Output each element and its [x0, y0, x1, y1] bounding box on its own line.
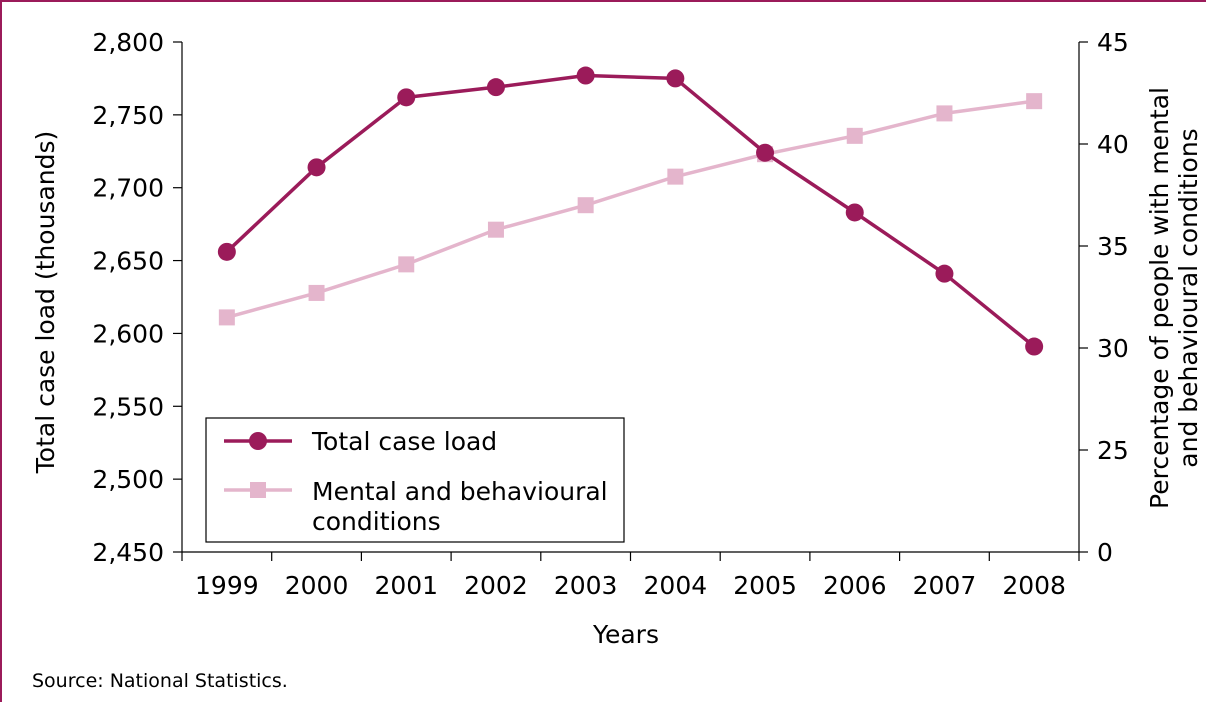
legend-box — [205, 417, 625, 543]
point-total-case-load — [576, 66, 595, 85]
point-mental-behavioural — [667, 168, 684, 185]
series-layer — [217, 66, 1044, 356]
left-axis-ticks: 2,450 2,500 2,550 2,600 2,650 2,700 2,750 2,800 — [92, 28, 182, 567]
y-right-tick-label: 30 — [1097, 334, 1129, 363]
y-right-tick-label: 45 — [1097, 28, 1129, 57]
series-line-total-case-load — [225, 73, 1036, 348]
point-total-case-load — [935, 264, 954, 283]
point-total-case-load — [1025, 337, 1044, 356]
line-chart: 2,450 2,500 2,550 2,600 2,650 2,700 2,750 2,800… — [31, 28, 1203, 649]
y-left-tick-label: 2,450 — [92, 538, 164, 567]
y-right-bottom-label: 0 — [1097, 538, 1113, 567]
y-left-tick-label: 2,550 — [92, 392, 164, 421]
legend-marker-mental-behavioural — [250, 482, 266, 498]
y-right-tick-label: 25 — [1097, 436, 1129, 465]
source-note: Source: National Statistics. — [32, 670, 288, 692]
y-right-axis-label-line1: Percentage of people with mental — [1145, 87, 1174, 509]
point-mental-behavioural — [936, 105, 953, 122]
x-tick-label: 2005 — [733, 571, 797, 600]
point-mental-behavioural — [487, 221, 504, 238]
point-total-case-load — [486, 78, 505, 97]
x-tick-label: 1999 — [195, 571, 259, 600]
x-tick-label: 2000 — [285, 571, 349, 600]
x-tick-label: 2008 — [1002, 571, 1066, 600]
point-mental-behavioural — [308, 284, 325, 301]
x-tick-label: 2002 — [464, 571, 528, 600]
point-mental-behavioural — [846, 127, 863, 144]
point-mental-behavioural — [218, 309, 235, 326]
right-axis-ticks: 25 30 35 40 45 0 — [1079, 28, 1129, 567]
point-total-case-load — [217, 242, 236, 261]
y-left-axis-label: Total case load (thousands) — [31, 131, 60, 475]
legend-marker-total-case-load — [249, 432, 267, 450]
x-tick-label: 2004 — [644, 571, 708, 600]
x-tick-label: 2001 — [374, 571, 438, 600]
y-left-tick-label: 2,800 — [92, 28, 164, 57]
point-mental-behavioural — [1026, 93, 1043, 110]
y-left-tick-label: 2,750 — [92, 101, 164, 130]
y-left-tick-label: 2,600 — [92, 319, 164, 348]
legend-label-mental-behavioural-line2: conditions — [312, 507, 441, 536]
x-axis-label: Years — [592, 620, 659, 649]
y-left-tick-label: 2,700 — [92, 174, 164, 203]
y-right-tick-label: 40 — [1097, 130, 1129, 159]
point-total-case-load — [666, 69, 685, 88]
point-total-case-load — [397, 88, 416, 107]
point-mental-behavioural — [577, 197, 594, 214]
y-left-tick-label: 2,650 — [92, 247, 164, 276]
x-tick-label: 2003 — [554, 571, 618, 600]
legend: Total case load Mental and behavioural c… — [205, 417, 625, 543]
x-tick-label: 2006 — [823, 571, 887, 600]
x-axis-ticks: 1999 2000 2001 2002 2003 2004 2005 2006 2007 2008 — [181, 552, 1080, 600]
x-tick-label: 2007 — [913, 571, 977, 600]
y-left-tick-label: 2,500 — [92, 465, 164, 494]
point-total-case-load — [307, 158, 326, 177]
legend-label-total-case-load: Total case load — [311, 427, 497, 456]
y-right-tick-label: 35 — [1097, 232, 1129, 261]
point-total-case-load — [756, 143, 775, 162]
series-line-mental-behavioural — [226, 99, 1035, 320]
point-total-case-load — [845, 203, 864, 222]
legend-label-mental-behavioural-line1: Mental and behavioural — [312, 477, 608, 506]
point-mental-behavioural — [398, 256, 415, 273]
y-right-axis-label-line2: and behavioural conditions — [1174, 128, 1203, 467]
